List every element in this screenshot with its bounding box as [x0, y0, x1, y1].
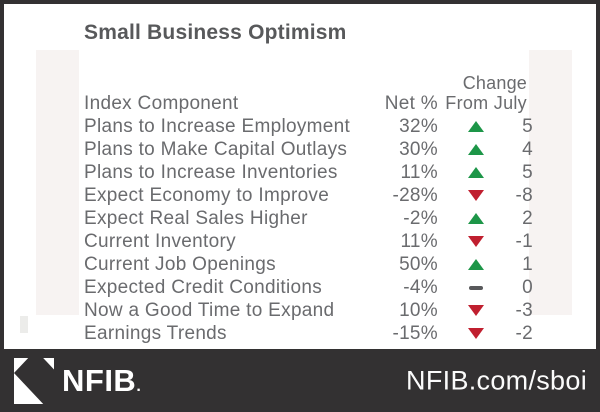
row-change-value: 5 — [522, 161, 533, 183]
table-row: Expect Real Sales Higher -2% 2 — [84, 207, 533, 230]
row-component-label: Plans to Increase Employment — [84, 115, 351, 137]
row-component-label: Current Inventory — [84, 230, 236, 252]
change-direction-cell — [438, 190, 514, 201]
row-component-label: Expect Real Sales Higher — [84, 207, 308, 229]
table-row: Plans to Increase Employment 32% 5 — [84, 115, 533, 138]
up-triangle-icon — [468, 144, 484, 155]
row-net-percent: -15% — [392, 322, 438, 344]
footer-url: NFIB.com/sboi — [406, 365, 587, 395]
table-row: Current Inventory 11% -1 — [84, 230, 533, 253]
nfib-wordmark: NFIB. — [62, 365, 141, 397]
row-component-label: Expect Economy to Improve — [84, 184, 330, 206]
up-triangle-icon — [468, 167, 484, 178]
change-direction-cell — [438, 259, 514, 270]
row-net-percent: 11% — [400, 161, 438, 183]
down-triangle-icon — [468, 190, 484, 201]
row-change-value: -1 — [515, 230, 533, 252]
down-triangle-icon — [468, 305, 484, 316]
row-component-label: Expected Credit Conditions — [84, 276, 323, 298]
table-row: Earnings Trends -15% -2 — [84, 322, 533, 345]
col-header-component: Index Component — [84, 92, 239, 114]
row-net-percent: 50% — [399, 253, 438, 275]
row-change-value: 0 — [522, 276, 533, 298]
down-triangle-icon — [468, 236, 484, 247]
change-direction-cell — [438, 121, 514, 132]
row-net-percent: -4% — [403, 276, 438, 298]
right-accent-strip — [529, 50, 572, 315]
row-change-value: -3 — [515, 299, 533, 321]
row-change-value: 1 — [522, 253, 533, 275]
flat-dash-icon — [469, 285, 483, 290]
table-row: Plans to Make Capital Outlays 30% 4 — [84, 138, 533, 161]
change-direction-cell — [438, 213, 514, 224]
col-header-net: Net % — [384, 92, 438, 114]
background-artifact — [20, 316, 28, 333]
page-title: Small Business Optimism — [84, 21, 347, 44]
left-accent-strip — [36, 50, 79, 315]
up-triangle-icon — [468, 213, 484, 224]
table-row: Current Job Openings 50% 1 — [84, 253, 533, 276]
row-component-label: Current Job Openings — [84, 253, 276, 275]
change-direction-cell — [438, 236, 514, 247]
row-change-value: 5 — [522, 115, 533, 137]
nfib-wordmark-text: NFIB — [62, 363, 137, 398]
table-rows: Plans to Increase Employment 32% 5 Plans to… — [84, 115, 533, 345]
down-triangle-icon — [468, 328, 484, 339]
row-net-percent: 32% — [399, 115, 439, 137]
nfib-flag-logo-icon — [14, 358, 54, 404]
row-net-percent: 30% — [399, 138, 438, 160]
col-header-change-line1: Change — [462, 73, 527, 93]
row-net-percent: -28% — [392, 184, 438, 206]
footer-bar: NFIB. NFIB.com/sboi — [0, 349, 600, 412]
row-net-percent: 10% — [399, 299, 438, 321]
up-triangle-icon — [468, 259, 484, 270]
change-direction-cell — [438, 167, 514, 178]
change-direction-cell — [438, 285, 514, 290]
change-direction-cell — [438, 328, 514, 339]
table-row: Expected Credit Conditions -4% 0 — [84, 276, 533, 299]
row-change-value: 2 — [522, 207, 533, 229]
content-panel: Small Business Optimism Change Index Com… — [4, 4, 596, 349]
table-row: Plans to Increase Inventories 11% 5 — [84, 161, 533, 184]
row-net-percent: -2% — [403, 207, 438, 229]
row-change-value: -2 — [515, 322, 533, 344]
table-header: Index Component Net % From July — [84, 92, 533, 115]
row-component-label: Plans to Increase Inventories — [84, 161, 338, 183]
row-change-value: -8 — [515, 184, 533, 206]
row-component-label: Earnings Trends — [84, 322, 227, 344]
row-component-label: Plans to Make Capital Outlays — [84, 138, 348, 160]
up-triangle-icon — [468, 121, 485, 132]
change-direction-cell — [438, 144, 514, 155]
col-header-change-line2: From July — [445, 93, 527, 113]
table-row: Expect Economy to Improve -28% -8 — [84, 184, 533, 207]
optimism-table: Change Index Component Net % From July P… — [84, 74, 533, 345]
change-direction-cell — [438, 305, 514, 316]
table-row: Now a Good Time to Expand 10% -3 — [84, 299, 533, 322]
row-component-label: Now a Good Time to Expand — [84, 299, 335, 321]
row-net-percent: 11% — [400, 230, 438, 252]
nfib-wordmark-period: . — [136, 378, 142, 395]
row-change-value: 4 — [522, 138, 533, 160]
